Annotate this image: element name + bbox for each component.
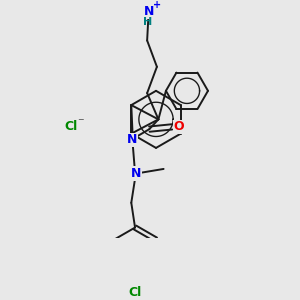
Text: ⁻: ⁻ — [78, 116, 84, 129]
Text: N: N — [143, 5, 154, 18]
Text: H: H — [143, 17, 152, 28]
Text: +: + — [153, 0, 161, 10]
Text: N: N — [127, 133, 137, 146]
Text: N: N — [130, 167, 141, 180]
Text: O: O — [173, 120, 184, 134]
Text: Cl: Cl — [128, 286, 142, 298]
Text: Cl: Cl — [64, 120, 78, 134]
